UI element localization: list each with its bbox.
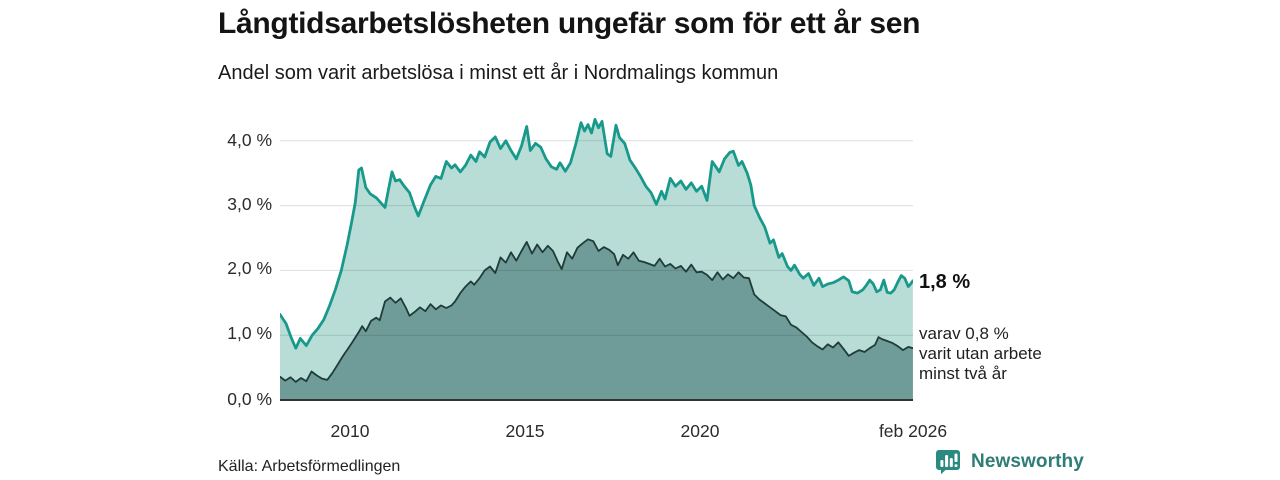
chart-subtitle: Andel som varit arbetslösa i minst ett å… xyxy=(218,62,779,84)
x-axis-tick-label: 2015 xyxy=(505,421,545,441)
source-attribution: Källa: Arbetsförmedlingen xyxy=(218,458,401,475)
y-axis-tick-label: 4,0 % xyxy=(227,130,272,150)
note-line: varav 0,8 % xyxy=(919,324,1009,343)
x-axis-tick-label: 2020 xyxy=(680,421,720,441)
chart-title: Långtidsarbetslösheten ungefär som för e… xyxy=(218,7,921,40)
two-year-area-fill xyxy=(280,239,913,400)
y-axis-tick-label: 2,0 % xyxy=(227,258,272,278)
y-axis-tick-label: 0,0 % xyxy=(227,389,272,409)
area-chart-plot xyxy=(280,118,913,401)
newsworthy-logo: Newsworthy xyxy=(933,447,1084,477)
note-line: varit utan arbete xyxy=(919,344,1042,363)
x-axis-tick-label: 2010 xyxy=(330,421,370,441)
total-line xyxy=(280,118,913,350)
two-year-note-label: varav 0,8 % varit utan arbete minst två … xyxy=(919,324,1042,384)
x-axis-tick-label: feb 2026 xyxy=(878,421,948,441)
y-axis-tick-label: 1,0 % xyxy=(227,323,272,343)
two-year-line xyxy=(280,238,913,383)
brand-name-label: Newsworthy xyxy=(971,451,1084,472)
bar-chart-speech-bubble-icon xyxy=(936,450,960,475)
y-axis-tick-label: 3,0 % xyxy=(227,194,272,214)
note-line: minst två år xyxy=(919,364,1007,383)
latest-value-label: 1,8 % xyxy=(919,271,971,293)
